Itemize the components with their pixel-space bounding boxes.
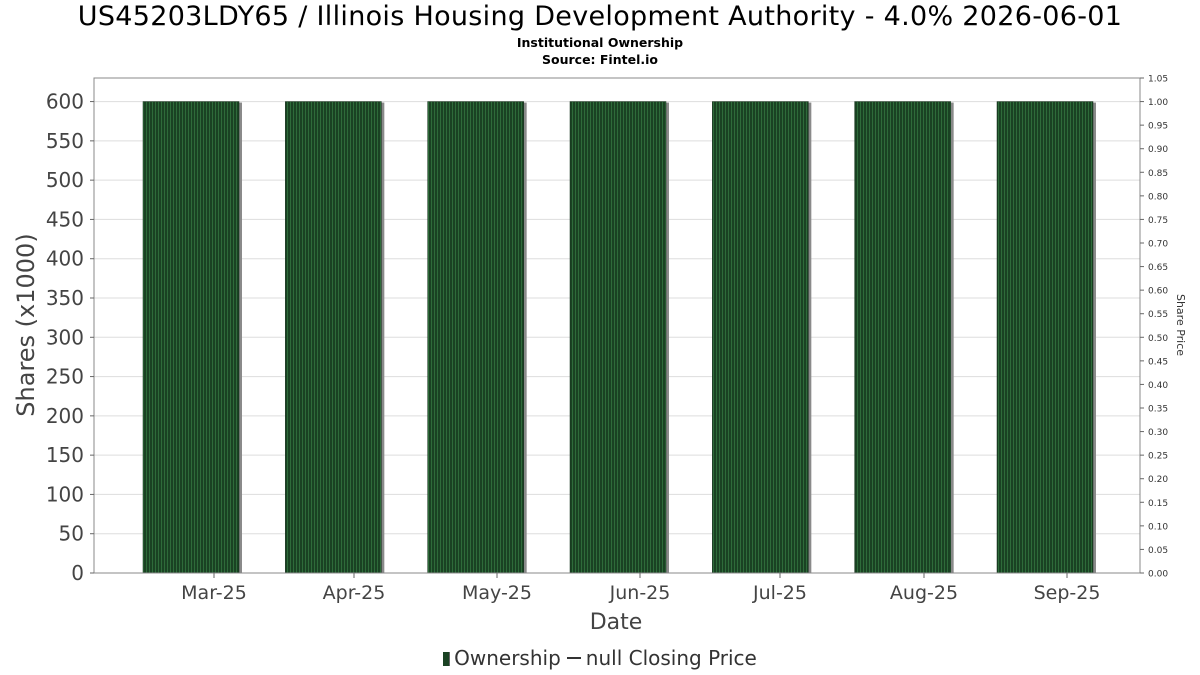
y-axis-label: Shares (x1000) (12, 233, 40, 416)
ownership-bar (996, 101, 1094, 574)
y2-tick-label: 0.45 (1148, 357, 1168, 367)
y2-tick-label: 0.15 (1148, 499, 1168, 509)
y2-tick-label: 0.35 (1148, 405, 1168, 415)
y2-tick-label: 0.75 (1148, 216, 1168, 226)
plot-border (93, 77, 1141, 574)
y2-tick-label: 1.00 (1148, 98, 1168, 108)
bars (142, 101, 1096, 574)
y2-tick-label: 0.20 (1148, 475, 1168, 485)
x-tick-label: Jul-25 (752, 582, 807, 604)
y2-tick-label: 0.00 (1148, 570, 1168, 580)
y2-tick-label: 0.50 (1148, 334, 1168, 344)
y-axis-ticks: 0 50 100 150 200 250 300 350 400 450 500 550 600 (46, 90, 94, 585)
legend: Ownership null Closing Price (0, 646, 1200, 670)
x-tick-label: Jun-25 (609, 582, 671, 604)
y-tick-label: 600 (46, 90, 84, 114)
legend-ownership-label: Ownership (454, 646, 561, 670)
y2-tick-label: 0.40 (1148, 381, 1168, 391)
y2-tick-label: 0.70 (1148, 240, 1168, 250)
y-tick-label: 0 (71, 561, 84, 585)
y2-tick-label: 0.80 (1148, 192, 1168, 202)
x-tick-label: Apr-25 (323, 582, 386, 604)
y-tick-label: 400 (46, 247, 84, 271)
x-axis-ticks: Mar-25 Apr-25 May-25 Jun-25 Jul-25 Aug-25 Sep-… (181, 573, 1100, 604)
y2-tick-label: 0.10 (1148, 522, 1168, 532)
ownership-bar (712, 101, 809, 574)
y2-tick-label: 1.05 (1148, 75, 1168, 85)
y2-tick-label: 0.25 (1148, 452, 1168, 462)
ownership-bar (569, 101, 667, 574)
y-tick-label: 100 (46, 482, 84, 506)
x-tick-label: Sep-25 (1034, 582, 1101, 604)
legend-price-label: null Closing Price (585, 646, 757, 670)
chart-source: Source: Fintel.io (542, 52, 658, 67)
chart-title: US45203LDY65 / Illinois Housing Developm… (77, 1, 1123, 32)
chart-subtitle: Institutional Ownership (516, 35, 684, 50)
y-tick-label: 450 (46, 207, 84, 231)
x-tick-label: May-25 (462, 582, 532, 604)
x-tick-label: Mar-25 (181, 582, 247, 604)
ownership-bar (427, 101, 524, 574)
y-tick-label: 250 (46, 365, 84, 389)
y2-tick-label: 0.55 (1148, 310, 1168, 320)
x-axis-label: Date (590, 610, 643, 635)
y-tick-label: 350 (46, 286, 84, 310)
ownership-bar (285, 101, 382, 574)
y2-tick-label: 0.95 (1148, 122, 1168, 132)
y-tick-label: 50 (59, 522, 84, 546)
y2-axis-label: Share Price (1174, 294, 1187, 356)
y2-axis-ticks: 0.00 0.05 0.10 0.15 0.20 0.25 0.30 0.35 0.40 0.45… (1140, 75, 1168, 580)
y2-tick-label: 0.60 (1148, 287, 1168, 297)
legend-ownership-swatch (443, 652, 451, 666)
y-tick-label: 500 (46, 168, 84, 192)
axes (93, 77, 1141, 574)
legend-price-swatch (566, 657, 581, 659)
y2-tick-label: 0.90 (1148, 145, 1168, 155)
y2-tick-label: 0.05 (1148, 546, 1168, 556)
y2-tick-label: 0.30 (1148, 428, 1168, 438)
y2-tick-label: 0.85 (1148, 169, 1168, 179)
y-tick-label: 300 (46, 325, 84, 349)
ownership-bar (854, 101, 951, 574)
x-tick-label: Aug-25 (890, 582, 958, 604)
y2-tick-label: 0.65 (1148, 263, 1168, 273)
y-tick-label: 550 (46, 129, 84, 153)
y-tick-label: 150 (46, 443, 84, 467)
ownership-bar (142, 101, 240, 574)
y-tick-label: 200 (46, 404, 84, 428)
